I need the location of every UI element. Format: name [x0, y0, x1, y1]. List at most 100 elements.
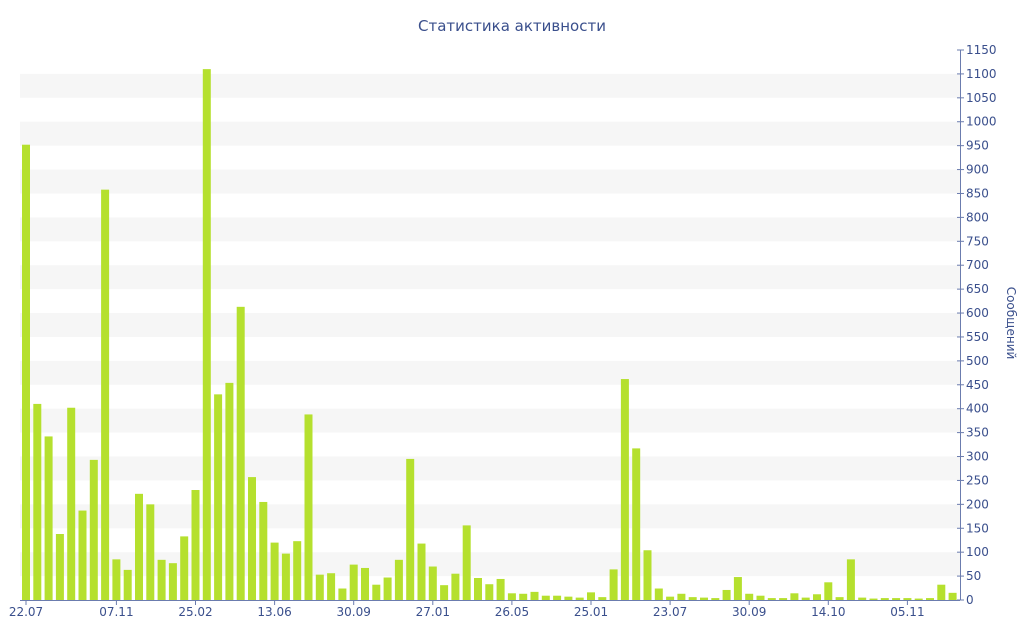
y-tick-label: 600 — [966, 306, 989, 320]
grid-band — [20, 360, 960, 385]
x-tick-label: 30.09 — [732, 605, 766, 619]
y-tick-label: 400 — [966, 402, 989, 416]
bar — [632, 448, 641, 600]
x-tick-label: 25.02 — [178, 605, 212, 619]
grid-band — [20, 456, 960, 481]
y-tick-label: 200 — [966, 497, 989, 511]
x-tick-label: 22.07 — [9, 605, 43, 619]
bar — [112, 559, 121, 600]
bar — [89, 459, 98, 600]
bar — [756, 595, 765, 600]
y-tick-label: 450 — [966, 378, 989, 392]
bar — [338, 588, 347, 600]
bar-series — [22, 69, 957, 600]
grid-band — [20, 408, 960, 433]
bar — [146, 504, 155, 600]
bar — [869, 598, 878, 600]
bar — [428, 566, 437, 600]
grid-band — [20, 217, 960, 242]
bar — [711, 598, 720, 600]
bar — [654, 588, 663, 600]
y-tick-label: 950 — [966, 139, 989, 153]
y-tick-label: 1100 — [966, 67, 997, 81]
grid-band — [20, 169, 960, 194]
bar — [67, 407, 76, 600]
bar — [835, 597, 844, 600]
bar — [33, 403, 42, 600]
bar — [688, 597, 697, 600]
chart-title: Статистика активности — [418, 17, 606, 35]
x-tick-label: 27.01 — [416, 605, 450, 619]
bar — [22, 144, 30, 600]
bar — [180, 536, 189, 600]
bar — [948, 592, 957, 600]
bar — [451, 573, 460, 600]
x-tick-label: 14.10 — [811, 605, 845, 619]
y-tick-label: 350 — [966, 426, 989, 440]
bar — [496, 578, 505, 600]
grid-band — [20, 504, 960, 529]
bar — [575, 597, 584, 600]
y-tick-label: 50 — [966, 569, 981, 583]
bar — [214, 394, 223, 600]
bar — [519, 593, 528, 600]
bar — [609, 569, 618, 600]
bar — [225, 382, 234, 600]
bar — [248, 477, 256, 600]
y-tick-label: 150 — [966, 521, 989, 535]
y-tick-label: 1000 — [966, 115, 997, 129]
bar — [304, 414, 313, 600]
bar — [733, 577, 742, 600]
y-tick-label: 900 — [966, 163, 989, 177]
bar — [722, 589, 731, 600]
bar — [700, 597, 708, 600]
bar — [666, 596, 675, 600]
bar — [293, 541, 302, 600]
bar — [417, 543, 426, 600]
bar — [903, 598, 912, 600]
bar — [406, 458, 415, 600]
bar — [383, 577, 392, 600]
y-tick-label: 0 — [966, 593, 974, 607]
axes: 0 50 100 150 200 250 300 350 400 450 500 550 600 650 7… — [9, 43, 997, 619]
x-tick-label: 26.05 — [495, 605, 529, 619]
bar — [202, 69, 211, 600]
bar — [937, 584, 946, 600]
y-tick-label: 1150 — [966, 43, 997, 57]
bar — [530, 591, 539, 600]
x-tick-label: 25.01 — [574, 605, 608, 619]
bar — [474, 578, 482, 600]
y-tick-label: 800 — [966, 210, 989, 224]
bar — [44, 436, 53, 600]
x-tick-label: 23.07 — [653, 605, 687, 619]
grid-bands — [20, 73, 960, 577]
bar — [846, 559, 855, 600]
y-tick-label: 300 — [966, 450, 989, 464]
y-tick-label: 1050 — [966, 91, 997, 105]
x-tick-label: 13.06 — [257, 605, 291, 619]
bar — [926, 598, 934, 600]
bar — [813, 594, 821, 600]
y-tick-label: 550 — [966, 330, 989, 344]
bar — [191, 490, 200, 600]
bar — [101, 189, 110, 600]
bar — [55, 534, 64, 600]
bar — [123, 569, 132, 600]
y-tick-label: 850 — [966, 186, 989, 200]
grid-band — [20, 73, 960, 98]
bar — [767, 598, 776, 600]
x-tick-label: 30.09 — [337, 605, 371, 619]
bar — [790, 593, 799, 600]
y-tick-label: 750 — [966, 234, 989, 248]
y-tick-label: 250 — [966, 473, 989, 487]
bar — [914, 598, 923, 600]
bar — [779, 598, 788, 600]
bar — [620, 379, 629, 600]
y-tick-label: 500 — [966, 354, 989, 368]
y-tick-label: 700 — [966, 258, 989, 272]
bar — [745, 593, 754, 600]
bar — [168, 563, 177, 600]
x-tick-label: 05.11 — [890, 605, 924, 619]
